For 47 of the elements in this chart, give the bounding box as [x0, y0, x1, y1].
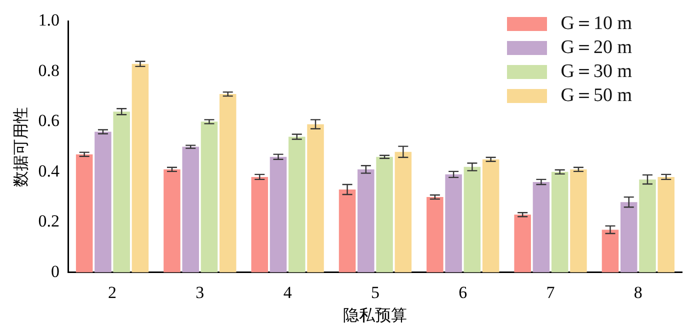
- x-tick-label: 7: [546, 283, 556, 302]
- legend-label: G＝30 m: [560, 61, 632, 83]
- bar: [76, 154, 93, 272]
- bar: [358, 169, 374, 272]
- x-tick-label: 8: [634, 283, 642, 302]
- bar: [620, 202, 638, 272]
- y-tick-label: 0.2: [38, 212, 60, 231]
- x-tick-label: 2: [108, 283, 117, 302]
- bar: [514, 214, 531, 272]
- bar: [132, 64, 149, 272]
- x-tick-label: 5: [370, 283, 380, 302]
- y-tick-label: 0.8: [38, 60, 60, 80]
- bar: [113, 112, 130, 272]
- bar: [602, 230, 619, 272]
- y-tick-label: 0: [50, 262, 60, 281]
- bar: [307, 124, 324, 272]
- bar: [288, 136, 306, 272]
- y-tick-label: 1.0: [38, 10, 60, 30]
- x-axis-title: 隐私预算: [343, 306, 408, 325]
- bar: [426, 197, 444, 272]
- x-tick-label: 6: [458, 283, 468, 302]
- bar: [338, 190, 356, 272]
- legend-label: G＝20 m: [560, 37, 632, 59]
- bar: [182, 146, 199, 272]
- bar: [570, 169, 587, 272]
- legend-label: G＝10 m: [560, 13, 632, 35]
- y-tick-label: 0.4: [38, 161, 60, 180]
- bar: [482, 159, 500, 272]
- bar: [658, 176, 674, 272]
- bar: [94, 132, 112, 272]
- y-axis-title: 数据可用性: [10, 106, 30, 187]
- y-tick-label: 0.6: [38, 111, 60, 130]
- bar: [251, 176, 268, 272]
- bar: [639, 179, 656, 272]
- legend-label: G＝50 m: [560, 85, 632, 107]
- bar: [200, 122, 218, 272]
- bar: [164, 169, 180, 272]
- x-tick-label: 3: [196, 283, 204, 302]
- bar: [376, 156, 393, 272]
- bar: [551, 172, 568, 272]
- bar: [219, 94, 236, 272]
- bar: [270, 156, 287, 272]
- x-tick-label: 4: [283, 283, 292, 302]
- bar: [445, 174, 462, 272]
- bar: [394, 152, 412, 272]
- bar: [532, 182, 550, 272]
- bar: [464, 166, 481, 272]
